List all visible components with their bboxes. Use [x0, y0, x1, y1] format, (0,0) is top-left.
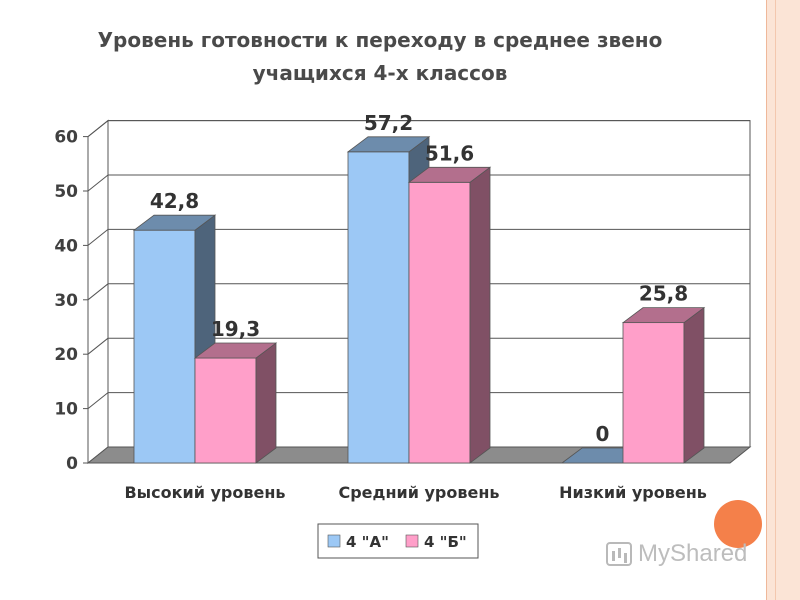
- x-category-label: Низкий уровень: [559, 483, 707, 502]
- chart-title: Уровень готовности к переходу в среднее …: [60, 24, 700, 90]
- bar-side: [683, 306, 705, 464]
- bar-data-label: 51,6: [425, 141, 474, 165]
- bar-front: [347, 151, 410, 464]
- y-tick-label: 20: [54, 345, 78, 365]
- legend-swatch: [405, 534, 419, 548]
- bar-top: [621, 307, 706, 324]
- decorative-dot: [714, 500, 762, 548]
- bar-front: [133, 229, 196, 464]
- gridline-side: [87, 392, 109, 409]
- gridline-side: [87, 120, 109, 137]
- bar-side: [255, 342, 277, 464]
- x-category-label: Высокий уровень: [124, 483, 285, 502]
- gridline-side: [87, 229, 109, 246]
- bar-front: [408, 181, 471, 464]
- bar-data-label: 42,8: [150, 189, 199, 213]
- bar-data-label: 25,8: [639, 282, 688, 306]
- bar-data-label: 19,3: [211, 317, 260, 341]
- bar-data-label: 57,2: [364, 111, 413, 135]
- y-tick-label: 0: [66, 454, 78, 474]
- gridline-side: [87, 174, 109, 192]
- decorative-stripe: [766, 0, 800, 600]
- y-tick-label: 50: [54, 182, 78, 202]
- watermark-text: MyShared: [638, 540, 748, 567]
- presentation-icon: [606, 542, 632, 566]
- bar-front: [194, 357, 257, 464]
- y-tick-label: 40: [54, 236, 78, 256]
- bar-data-label: 0: [596, 422, 610, 446]
- bar-top: [132, 214, 217, 231]
- legend-swatch: [327, 534, 341, 548]
- legend-label: 4 "Б": [424, 533, 467, 551]
- y-tick-label: 60: [54, 128, 78, 148]
- gridline-side: [87, 283, 109, 301]
- y-tick-label: 10: [54, 400, 78, 420]
- y-tick-label: 30: [54, 291, 78, 311]
- watermark: MyShared: [606, 538, 747, 570]
- bar-side: [469, 166, 491, 464]
- legend-box: [317, 523, 479, 559]
- legend-label: 4 "А": [346, 533, 389, 551]
- gridline-side: [87, 337, 109, 355]
- chart-title-line-2: учащихся 4-х классов: [252, 61, 508, 85]
- bar-top: [193, 342, 278, 359]
- bar-top: [346, 136, 431, 153]
- chart-title-line-1: Уровень готовности к переходу в среднее …: [97, 28, 663, 52]
- bar-front: [622, 322, 685, 464]
- bar-top: [407, 166, 492, 183]
- x-category-label: Средний уровень: [338, 483, 499, 502]
